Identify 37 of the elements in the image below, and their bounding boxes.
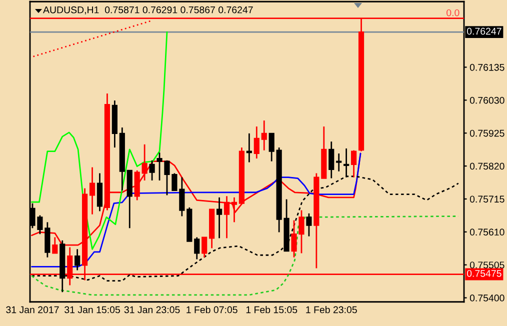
x-tick-label: 31 Jan 2017	[6, 306, 59, 314]
y-tick-label: 0.75610	[470, 228, 504, 236]
candlestick	[149, 160, 155, 182]
y-tick-label: 0.75400	[470, 294, 504, 302]
y-tick-label: 0.75925	[470, 130, 504, 137]
candlestick	[336, 152, 342, 172]
candlestick	[134, 170, 140, 201]
ref-line-label: 0.75475	[466, 270, 502, 277]
candlestick	[261, 120, 267, 152]
candlestick	[224, 195, 230, 239]
y-tick-label: 0.76135	[470, 64, 504, 71]
y-tick-label: 0.76030	[470, 96, 504, 104]
candlestick	[216, 196, 222, 239]
y-tick-label: 0.75820	[470, 162, 504, 170]
x-tick-label: 1 Feb 15:05	[246, 306, 298, 314]
line-series	[31, 31, 168, 250]
y-tick-label: 0.75505	[470, 262, 504, 268]
candlestick	[328, 140, 334, 179]
candlestick	[96, 172, 103, 212]
candlestick	[202, 236, 208, 258]
candlestick	[254, 126, 260, 160]
x-tick-label: 31 Jan 23:05	[124, 306, 180, 314]
x-tick-label: 1 Feb 23:05	[306, 306, 357, 314]
candlestick	[231, 196, 238, 223]
candlestick	[350, 150, 357, 178]
annotation: 0.0	[446, 9, 460, 16]
candlestick	[89, 166, 96, 216]
candlestick	[246, 132, 252, 163]
candlestick	[268, 132, 274, 162]
ref-line-label: 0.76247	[466, 28, 502, 35]
candlestick	[74, 248, 80, 271]
candlestick	[306, 212, 312, 237]
candlestick	[194, 236, 200, 260]
x-tick-label: 1 Feb 07:05	[186, 306, 238, 314]
x-tick-label: 31 Jan 15:05	[64, 306, 120, 314]
y-tick-label: 0.75715	[470, 196, 504, 203]
chart-title: AUDUSD,H1 0.75871 0.76291 0.75867 0.76247	[43, 6, 253, 14]
